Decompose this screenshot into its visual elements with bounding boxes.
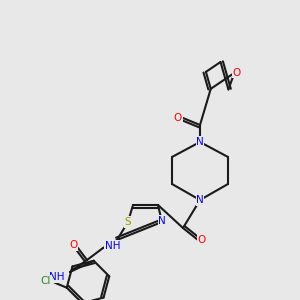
Text: N: N [196, 195, 204, 205]
Text: S: S [125, 217, 131, 227]
Text: NH: NH [105, 241, 121, 251]
Text: O: O [174, 113, 182, 123]
Text: Cl: Cl [40, 276, 51, 286]
Text: NH: NH [50, 272, 65, 282]
Text: N: N [158, 216, 166, 226]
Text: O: O [69, 240, 77, 250]
Text: O: O [198, 235, 206, 245]
Text: O: O [232, 68, 241, 78]
Text: N: N [196, 137, 204, 147]
